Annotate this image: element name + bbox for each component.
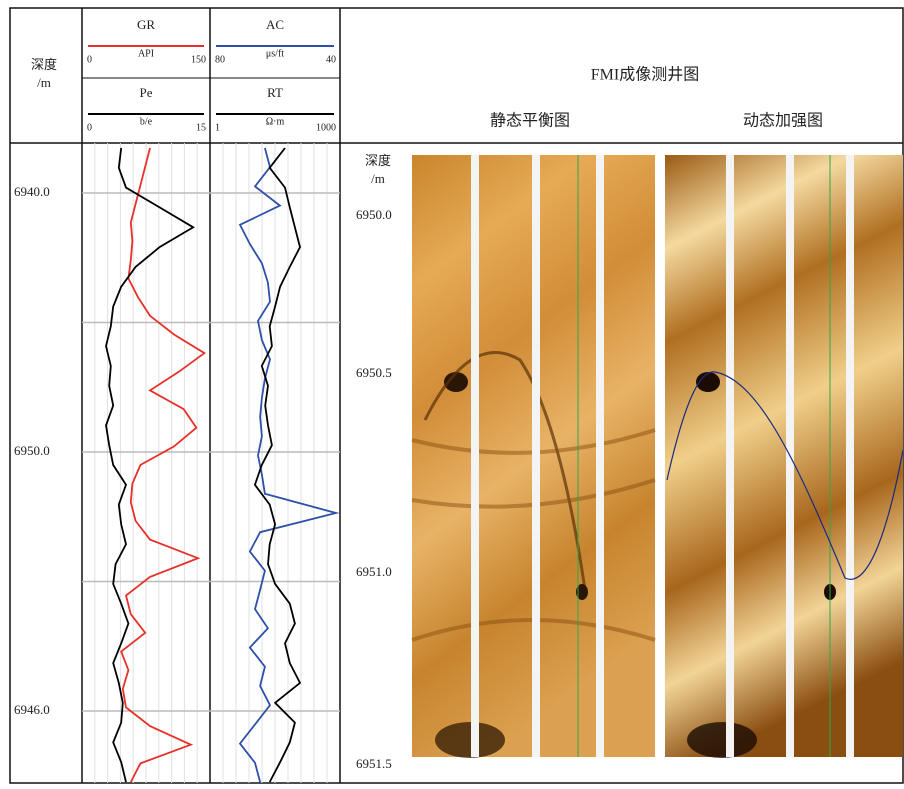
scale-min: 80 (215, 54, 225, 65)
panel-title: 动态加强图 (743, 112, 823, 130)
depth-title: 深度 (31, 57, 57, 72)
depth-tick-label: 6940.0 (14, 184, 50, 199)
curve-unit: b/e (140, 116, 153, 127)
depth-tick-label: 6950.0 (14, 443, 50, 458)
depth-unit: /m (37, 75, 51, 90)
depth-tick-label: 6946.0 (14, 702, 50, 717)
curve-name: AC (266, 17, 284, 32)
scale-min: 0 (87, 122, 92, 133)
scale-max: 40 (326, 54, 336, 65)
fmi-depth-tick: 6950.5 (356, 365, 392, 380)
curve-unit: μs/ft (266, 48, 284, 59)
fmi-depth-tick: 6951.0 (356, 564, 392, 579)
dynamic-image (665, 155, 903, 758)
curve-name: RT (267, 85, 283, 100)
log-curve (106, 148, 193, 782)
page: 深度 /m FMI成像测井图 静态平衡图 动态加强图 深度 /m 6940.0 6… (0, 0, 904, 789)
static-image (412, 155, 655, 758)
scale-max: 150 (191, 54, 206, 65)
grid (82, 143, 340, 783)
curve-unit: Ω·m (266, 116, 285, 127)
fmi-title: FMI成像测井图 (591, 66, 699, 84)
chart: 深度 /m FMI成像测井图 静态平衡图 动态加强图 深度 /m 6940.0 6… (0, 0, 904, 784)
curve-name: GR (137, 17, 155, 32)
scale-min: 0 (87, 54, 92, 65)
scale-max: 15 (196, 122, 206, 133)
curve-unit: API (138, 48, 154, 59)
scale-min: 1 (215, 122, 220, 133)
scale-max: 1000 (316, 122, 336, 133)
fmi-depth-tick: 6951.5 (356, 756, 392, 771)
panel-title: 静态平衡图 (490, 112, 570, 130)
fmi-depth-unit: /m (371, 171, 385, 186)
curve-name: Pe (140, 85, 153, 100)
fmi-depth-tick: 6950.0 (356, 207, 392, 222)
fmi-depth-title: 深度 (365, 153, 391, 168)
